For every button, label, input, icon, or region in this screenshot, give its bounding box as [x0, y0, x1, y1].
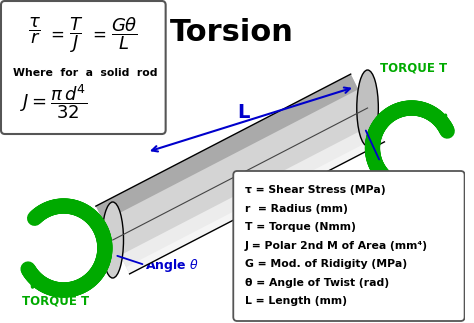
Ellipse shape	[102, 202, 124, 278]
Polygon shape	[120, 123, 384, 274]
Text: $\dfrac{T}{J}$: $\dfrac{T}{J}$	[69, 15, 83, 55]
FancyBboxPatch shape	[233, 171, 465, 321]
Text: $\dfrac{\tau}{r}$: $\dfrac{\tau}{r}$	[28, 15, 41, 46]
Polygon shape	[126, 135, 384, 274]
Text: J = Polar 2nd M of Area (mm⁴): J = Polar 2nd M of Area (mm⁴)	[245, 241, 428, 251]
FancyBboxPatch shape	[1, 1, 165, 134]
Text: Angle $\theta$: Angle $\theta$	[145, 256, 199, 274]
Text: TORQUE T: TORQUE T	[380, 61, 447, 75]
Polygon shape	[96, 74, 358, 221]
Text: $\dfrac{G\theta}{L}$: $\dfrac{G\theta}{L}$	[111, 15, 138, 52]
Text: L: L	[237, 102, 249, 121]
Text: τ = Shear Stress (MPa): τ = Shear Stress (MPa)	[245, 185, 386, 195]
Text: T = Torque (Nmm): T = Torque (Nmm)	[245, 222, 356, 232]
Text: r  = Radius (mm): r = Radius (mm)	[245, 203, 348, 214]
Text: $=$: $=$	[89, 25, 107, 43]
Text: L = Length (mm): L = Length (mm)	[245, 296, 347, 306]
Text: G = Mod. of Ridigity (MPa): G = Mod. of Ridigity (MPa)	[245, 259, 407, 269]
Text: Where  for  a  solid  rod: Where for a solid rod	[13, 68, 157, 78]
Ellipse shape	[357, 70, 378, 146]
Text: $J = \dfrac{\pi\,d^4}{32}$: $J = \dfrac{\pi\,d^4}{32}$	[19, 82, 87, 121]
Text: Radius r: Radius r	[353, 185, 411, 198]
Text: Torsion: Torsion	[170, 18, 294, 47]
Text: TORQUE T: TORQUE T	[21, 295, 89, 308]
Polygon shape	[96, 74, 384, 274]
Text: θ = Angle of Twist (rad): θ = Angle of Twist (rad)	[245, 277, 389, 287]
Text: $=$: $=$	[47, 25, 64, 43]
